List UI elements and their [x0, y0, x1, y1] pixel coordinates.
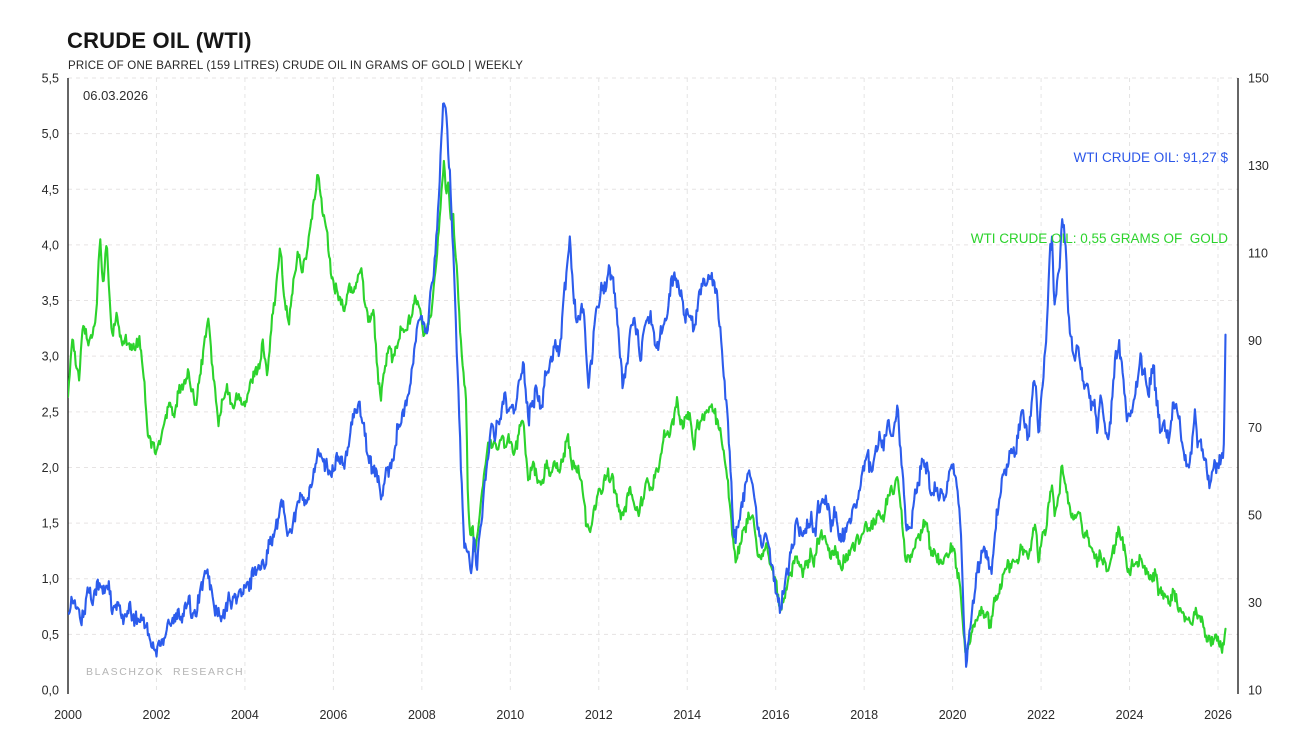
right-axis-tick-label: 130	[1248, 159, 1269, 173]
left-axis-tick-label: 3,0	[42, 350, 59, 364]
right-axis-tick-label: 150	[1248, 72, 1269, 86]
x-axis-tick-label: 2022	[1027, 708, 1055, 722]
left-axis-tick-label: 4,5	[42, 183, 59, 197]
x-axis-tick-label: 2018	[850, 708, 878, 722]
right-axis-tick-label: 70	[1248, 421, 1262, 435]
left-axis-tick-label: 4,0	[42, 238, 59, 252]
x-axis-tick-label: 2016	[762, 708, 790, 722]
page-subtitle: PRICE OF ONE BARREL (159 LITRES) CRUDE O…	[68, 60, 524, 72]
x-axis-tick-label: 2026	[1204, 708, 1232, 722]
left-axis-tick-label: 5,5	[42, 72, 59, 86]
left-axis-tick-label: 0,5	[42, 628, 59, 642]
x-axis-tick-label: 2010	[496, 708, 524, 722]
left-axis-tick-label: 3,5	[42, 294, 59, 308]
right-axis-tick-label: 50	[1248, 509, 1262, 523]
x-axis-tick-label: 2020	[939, 708, 967, 722]
date-label: 06.03.2026	[83, 88, 149, 103]
legend-item-gold: WTI CRUDE OIL: 0,55 GRAMS OF GOLD	[970, 231, 1228, 246]
left-axis-tick-label: 2,5	[42, 405, 59, 419]
right-axis-tick-label: 110	[1248, 246, 1268, 260]
x-axis-tick-label: 2014	[673, 708, 701, 722]
right-axis-tick-label: 10	[1248, 684, 1262, 698]
x-axis-tick-label: 2002	[143, 708, 171, 722]
x-axis-tick-label: 2024	[1116, 708, 1144, 722]
watermark: BLASCHZOK RESEARCH	[86, 666, 245, 678]
left-axis-tick-label: 0,0	[42, 684, 59, 698]
left-axis-tick-label: 5,0	[42, 127, 59, 141]
x-axis-tick-label: 2008	[408, 708, 436, 722]
x-axis-tick-label: 2004	[231, 708, 259, 722]
legend: WTI CRUDE OIL: 91,27 $ WTI CRUDE OIL: 0,…	[971, 90, 1228, 306]
series-line-gold	[68, 159, 1227, 654]
left-axis-tick-label: 2,0	[42, 461, 59, 475]
legend-item-usd: WTI CRUDE OIL: 91,27 $	[1073, 150, 1228, 165]
left-axis-tick-label: 1,0	[42, 572, 59, 586]
x-axis-tick-label: 2012	[585, 708, 613, 722]
x-axis-tick-label: 2000	[54, 708, 82, 722]
x-axis-tick-label: 2006	[319, 708, 347, 722]
page-title: CRUDE OIL (WTI)	[67, 28, 252, 53]
right-axis-tick-label: 90	[1248, 334, 1262, 348]
right-axis-tick-label: 30	[1248, 596, 1262, 610]
series-line-usd	[68, 102, 1227, 668]
left-axis-tick-label: 1,5	[42, 517, 59, 531]
